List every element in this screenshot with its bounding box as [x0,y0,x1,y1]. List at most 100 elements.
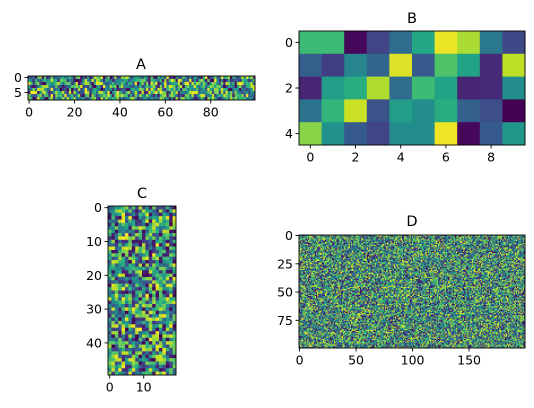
heatmap-cell [128,257,132,261]
heatmap-cell [139,85,142,88]
heatmap-cell [145,277,149,281]
heatmap-cell [166,257,170,261]
heatmap-cell [122,304,126,308]
heatmap-cell [125,314,129,318]
heatmap-cell [118,230,122,234]
heatmap-cell [82,85,85,88]
heatmap-cell [122,311,126,315]
heatmap-cell [64,76,67,79]
heatmap-cell [156,365,160,369]
heatmap-cell [115,257,119,261]
heatmap-cell [152,348,156,352]
heatmap-cell [89,85,92,88]
heatmap-cell [152,365,156,369]
heatmap-cell [162,243,166,247]
heatmap-cell [78,79,81,82]
heatmap-cell [152,263,156,267]
heatmap-cell [152,291,156,295]
heatmap-cell [159,206,163,210]
heatmap-cell [156,331,160,335]
heatmap-cell [194,91,197,94]
heatmap-cell [156,240,160,244]
heatmap-cell [69,85,72,88]
y-tick-label: 30 [86,302,102,317]
heatmap-cell [132,321,136,325]
heatmap-cell [135,351,139,355]
heatmap-cell [122,348,126,352]
heatmap-cell [128,311,132,315]
heatmap-cell [239,79,242,82]
heatmap-cell [122,277,126,281]
heatmap-cell [125,321,129,325]
heatmap-cell [118,284,122,288]
heatmap-cell [121,76,124,79]
heatmap-cell [157,76,160,79]
heatmap-cell [48,94,51,97]
heatmap-cell [108,253,112,257]
heatmap-cell [198,79,201,82]
y-tick-label: 10 [86,234,102,249]
heatmap-cell [169,331,173,335]
heatmap-cell [125,341,129,345]
heatmap-cell [128,294,132,298]
heatmap-cell [149,321,153,325]
heatmap-cell [166,209,170,213]
heatmap-cell [164,94,167,97]
heatmap-cell [73,91,76,94]
heatmap-cell [235,94,238,97]
heatmap-cell [122,257,126,261]
heatmap-cell [159,236,163,240]
heatmap-cell [108,361,112,365]
heatmap-cell [132,304,136,308]
heatmap-cell [148,76,151,79]
heatmap-cell [128,365,132,369]
heatmap-cell [111,243,115,247]
heatmap-cell [166,297,170,301]
heatmap-cell [51,82,54,85]
heatmap-cell [122,294,126,298]
heatmap-cell [166,240,170,244]
heatmap-cell [142,318,146,322]
heatmap-cell [118,355,122,359]
heatmap-cell [235,91,238,94]
heatmap-cell [223,91,226,94]
heatmap-cell [169,88,172,91]
heatmap-cell [173,94,176,97]
heatmap-cell [135,216,139,220]
heatmap-cell [173,76,176,79]
heatmap-cell [60,85,63,88]
heatmap-cell [159,250,163,254]
heatmap-cell [185,82,188,85]
heatmap-cell [145,358,149,362]
heatmap-cell [189,76,192,79]
heatmap-cell [125,267,129,271]
heatmap-cell [123,88,126,91]
heatmap-cell [176,79,179,82]
heatmap-cell [111,226,115,230]
heatmap-cell [108,311,112,315]
heatmap-cell [125,253,129,257]
heatmap-cell [115,324,119,328]
heatmap-cell [159,257,163,261]
heatmap-cell [159,267,163,271]
heatmap-cell [228,82,231,85]
heatmap-cell [156,304,160,308]
heatmap-cell [203,85,206,88]
heatmap-cell [169,247,173,251]
heatmap-cell [139,277,143,281]
heatmap-cell [101,94,104,97]
heatmap-cell [201,82,204,85]
heatmap-cell [135,307,139,311]
heatmap-cell [149,260,153,264]
heatmap-cell [123,91,126,94]
x-tick-label: 60 [157,105,173,120]
heatmap-cell [152,328,156,332]
heatmap-cell [101,85,104,88]
heatmap-cell [114,91,117,94]
heatmap-cell [221,79,224,82]
heatmap-cell [122,287,126,291]
heatmap-cell [115,301,119,305]
heatmap-cell [173,79,176,82]
heatmap-cell [135,328,139,332]
heatmap-cell [198,82,201,85]
